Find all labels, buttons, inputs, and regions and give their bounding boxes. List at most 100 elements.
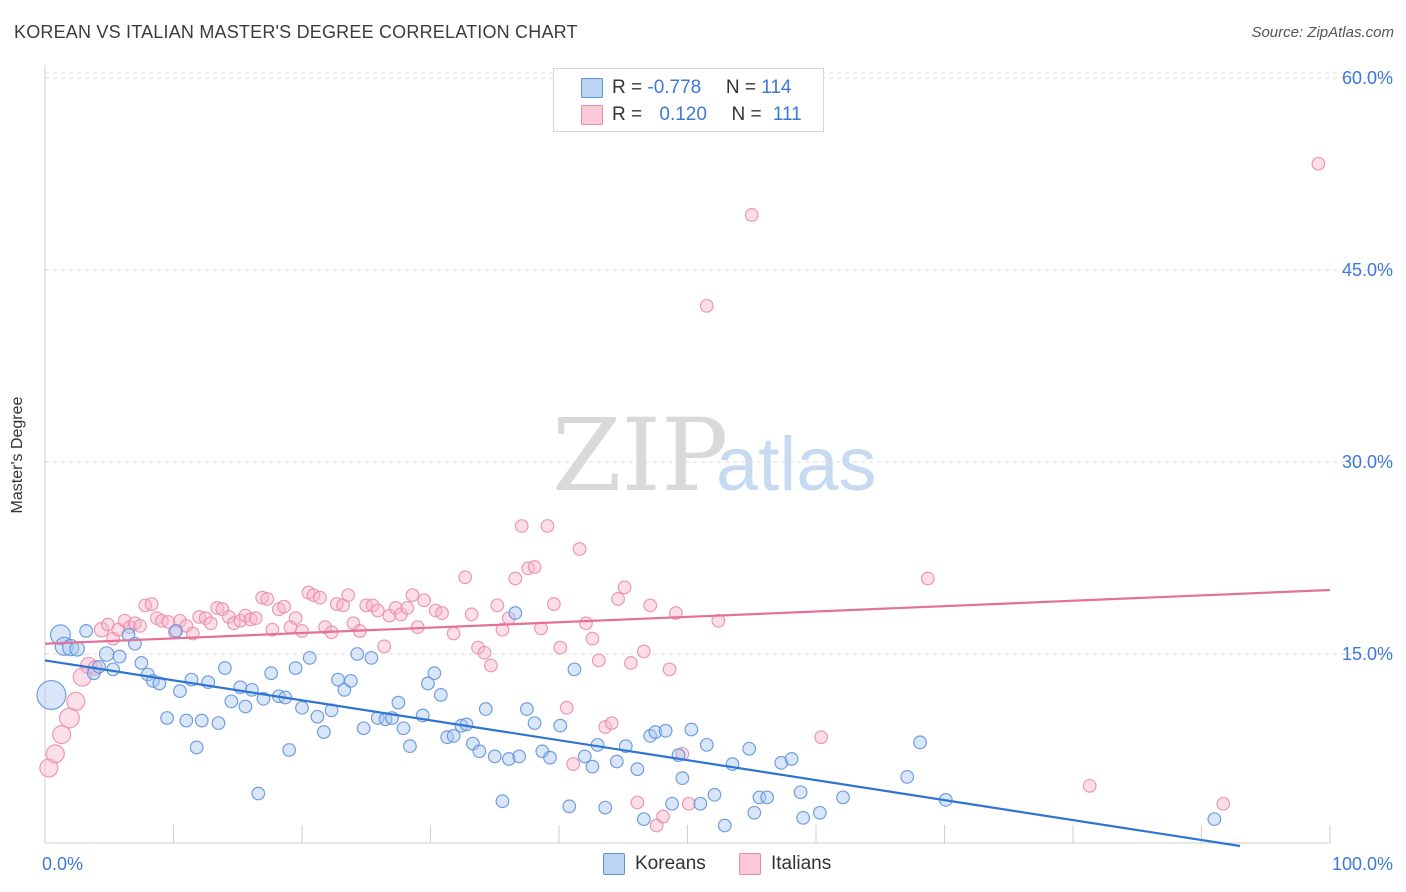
italian-point [566,757,581,771]
korean-point [173,684,187,699]
italian-point [277,599,291,614]
italian-point [572,542,587,556]
korean-point [658,723,673,738]
italian-point [744,208,759,222]
italian-point [636,644,651,659]
n-value-koreans: 114 [761,77,792,98]
r-label: R = [612,77,648,98]
italian-point [1216,796,1231,811]
korean-point [282,743,297,757]
italian-point [260,592,275,606]
italian-point [490,598,505,613]
italian-point [58,707,80,729]
chart-source: Source: ZipAtlas.com [1251,24,1394,41]
korean-point [630,762,645,777]
italian-point [133,618,147,633]
italian-point [699,298,714,313]
korean-point [512,749,527,764]
italian-point [508,571,523,586]
r-value-italians: 0.120 [659,104,707,125]
italian-point [144,597,159,611]
italian-point [446,626,461,641]
koreans-points [36,606,1222,833]
koreans-trend-line [44,659,1241,848]
korean-point [707,787,722,802]
italian-point [400,601,415,615]
korean-point [36,679,67,710]
italian-point [405,588,420,603]
italian-point [540,519,555,533]
italian-point [1311,156,1326,171]
italian-point [514,519,529,533]
italian-point [559,700,574,715]
korean-point [288,661,303,675]
korean-point [577,749,592,764]
chart-title: KOREAN VS ITALIAN MASTER'S DEGREE CORREL… [14,22,578,42]
korean-point [194,713,209,728]
korean-point [310,709,325,724]
korean-point [189,740,204,755]
n-label: N = [731,104,767,125]
korean-point [796,810,811,825]
korean-point [446,729,461,743]
italian-point [630,795,645,810]
korean-point [421,676,435,691]
italian-point [435,606,449,620]
korean-point [812,805,827,820]
korean-point [648,725,663,739]
y-tick-label: 15.0% [1342,644,1393,664]
korean-point [69,641,85,657]
korean-point [49,624,71,646]
tick-labels: 15.0% 30.0% 45.0% 60.0% 0.0% 100.0% [42,68,1393,874]
italian-point [203,616,218,631]
korean-point [495,794,510,809]
korean-point [784,752,799,766]
korean-point [160,711,174,725]
italian-point [365,598,380,613]
korean-point [224,694,239,709]
italian-point [483,658,498,673]
italian-point [681,796,696,811]
italians-trend-line [44,588,1331,645]
koreans-legend-swatch [603,853,625,875]
korean-point [900,769,915,784]
italian-point [591,653,606,668]
korean-point [752,790,767,805]
gridlines [45,72,1392,655]
n-value-italians: 111 [772,104,802,125]
italian-point [66,691,86,711]
korean-point [527,716,542,731]
watermark-atlas: atlas [716,422,877,507]
italian-point [210,601,225,615]
italian-point [265,622,280,637]
korean-point [478,702,493,716]
italian-point [656,809,670,824]
italian-point [464,607,479,622]
korean-point [302,650,317,665]
korean-point [501,752,516,766]
y-tick-label: 30.0% [1342,452,1393,472]
korean-point [675,771,690,786]
r-value-koreans: -0.778 [647,77,702,98]
korean-point [636,812,651,827]
korean-point [699,737,714,752]
korean-point [79,624,94,638]
korean-point [567,662,582,677]
korean-point [609,754,624,769]
italian-point [920,571,935,586]
italian-point [72,667,92,687]
y-tick-label: 45.0% [1342,260,1393,280]
italian-point [295,624,309,638]
x-tick-label-max: 100.0% [1332,854,1393,874]
italian-point [611,592,626,606]
korean-point [179,713,194,728]
korean-point [427,666,442,681]
koreans-legend-label: Koreans [635,853,706,874]
watermark-zip: ZIP [552,397,728,514]
korean-point [717,818,732,833]
italian-point [579,616,593,631]
italian-point [198,611,213,626]
korean-point [433,688,448,702]
korean-point [343,673,358,688]
